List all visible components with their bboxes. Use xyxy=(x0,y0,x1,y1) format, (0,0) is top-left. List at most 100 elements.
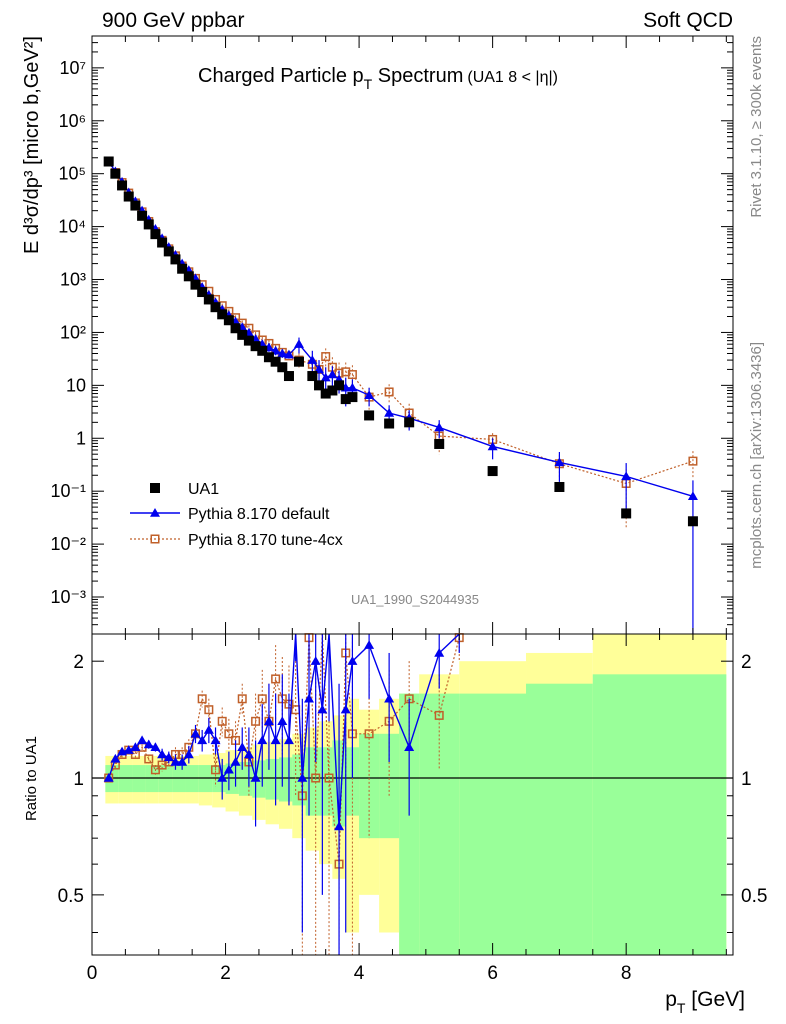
ua1-point xyxy=(150,229,161,240)
ratio-tune-4cx-line xyxy=(108,633,460,865)
ua1-point xyxy=(137,210,148,221)
default-point xyxy=(320,372,331,382)
x-tick-label: 6 xyxy=(487,963,498,984)
ratio-default-point xyxy=(317,704,328,714)
ua1-point xyxy=(320,388,331,399)
ua1-point xyxy=(230,323,241,334)
ratio-default-point xyxy=(237,742,248,752)
ua1-point xyxy=(621,508,632,519)
ratio-tune-4cx-point xyxy=(364,729,374,739)
legend-label: UA1 xyxy=(188,481,219,498)
tune-4cx-point xyxy=(347,370,357,380)
legend-label: Pythia 8.170 default xyxy=(188,506,330,523)
ua1-point xyxy=(340,394,351,405)
ratio-default-point xyxy=(203,724,214,734)
main-y-tick-label: 10⁵ xyxy=(59,164,86,184)
tune-4cx-point xyxy=(384,387,394,397)
ratio-tune-4cx-point xyxy=(197,694,207,704)
header-left: 900 GeV ppbar xyxy=(102,9,244,32)
ua1-point xyxy=(263,352,274,363)
default-point xyxy=(687,491,698,501)
ratio-tune-4cx-point xyxy=(311,773,321,783)
ua1-point xyxy=(314,380,325,391)
default-point xyxy=(293,339,304,348)
ua1-point xyxy=(347,392,358,403)
ratio-default-point xyxy=(340,704,351,714)
rivet-label: Rivet 3.1.10, ≥ 300k events xyxy=(748,36,765,218)
legend-tune-marker xyxy=(150,534,160,544)
ratio-frame xyxy=(91,633,734,956)
default-point xyxy=(327,369,338,379)
default-point xyxy=(384,408,395,417)
ratio-default-point xyxy=(270,735,281,745)
ratio-tune-4cx-point xyxy=(217,716,227,726)
x-tick-label: 4 xyxy=(354,963,365,984)
series-pythia-default xyxy=(103,156,698,634)
ua1-point xyxy=(404,417,415,428)
ratio-default-point xyxy=(190,728,201,738)
ratio-default-point xyxy=(263,716,274,726)
ratio-default-point xyxy=(364,640,375,649)
ratio-y-tick-label-right: 2 xyxy=(741,652,752,673)
ratio-default-point xyxy=(143,739,154,749)
default-point xyxy=(347,382,358,392)
ua1-point xyxy=(130,200,141,211)
ua1-point xyxy=(223,315,234,326)
ua1-point xyxy=(334,380,345,391)
ratio-default-point xyxy=(130,742,141,752)
x-axis-label: pT [GeV] xyxy=(665,988,745,1016)
title-subscript: T xyxy=(364,76,373,92)
ratio-default-point xyxy=(103,773,114,782)
ratio-default-point xyxy=(210,735,221,745)
inner-band-segment xyxy=(265,758,279,800)
ua1-point xyxy=(277,362,288,373)
ratio-tune-4cx-point xyxy=(211,765,221,775)
ratio-default-point xyxy=(434,647,445,657)
main-y-tick-label: 10⁻² xyxy=(50,534,86,554)
main-panel: 10⁻³ 10⁻² 10⁻¹ 1 10 10² 10³ 10⁴ 10⁵ 10⁶ 10⁷ xyxy=(50,35,734,635)
main-y-tick-label: 10⁴ xyxy=(58,217,86,237)
x-axis-label-subscript: T xyxy=(677,1000,686,1016)
ratio-default-point xyxy=(197,735,208,745)
ua1-point xyxy=(384,418,395,429)
inner-band-segment xyxy=(399,693,420,955)
inner-band-segment xyxy=(345,747,360,816)
ratio-default-point xyxy=(384,693,395,703)
ratio-y-tick-label-right: 1 xyxy=(741,769,752,790)
ratio-default-point xyxy=(304,693,315,703)
default-point xyxy=(487,441,498,451)
ratio-tune-4cx-point xyxy=(257,694,267,704)
default-point xyxy=(277,348,288,358)
ratio-tune-4cx-point xyxy=(224,729,234,739)
ua1-point xyxy=(687,516,698,527)
inner-band-segment xyxy=(238,761,253,796)
tune-4cx-point xyxy=(341,367,351,377)
ratio-y-tick-label: 1 xyxy=(73,769,84,790)
main-y-tick-label: 10³ xyxy=(60,270,86,290)
main-y-tick-label: 10² xyxy=(60,322,86,342)
ua1-point xyxy=(487,466,498,477)
ua1-point xyxy=(243,335,254,346)
header-right: Soft QCD xyxy=(643,9,733,32)
main-y-tick-label: 10⁶ xyxy=(59,111,86,131)
inner-band-segment xyxy=(419,693,460,955)
ratio-default-point xyxy=(297,773,308,782)
ratio-default-point xyxy=(217,773,228,782)
tune-4cx-point xyxy=(321,352,331,362)
ua1-point xyxy=(143,219,154,230)
ratio-default-point xyxy=(183,749,194,759)
ua1-point xyxy=(177,263,188,274)
default-point xyxy=(307,355,318,364)
default-point xyxy=(621,471,632,481)
ua1-point xyxy=(183,271,194,282)
inner-band-segment xyxy=(592,674,727,955)
legend-ua1-marker xyxy=(150,483,160,493)
ratio-tune-4cx-point xyxy=(150,765,160,775)
main-y-tick-label: 1 xyxy=(76,428,86,448)
ratio-tune-4cx-point xyxy=(204,705,214,715)
ratio-default-point xyxy=(250,773,261,782)
ratio-default-point xyxy=(243,749,254,759)
ratio-default-point xyxy=(110,753,121,763)
x-tick-label: 8 xyxy=(621,963,632,984)
ua1-point xyxy=(163,246,174,257)
